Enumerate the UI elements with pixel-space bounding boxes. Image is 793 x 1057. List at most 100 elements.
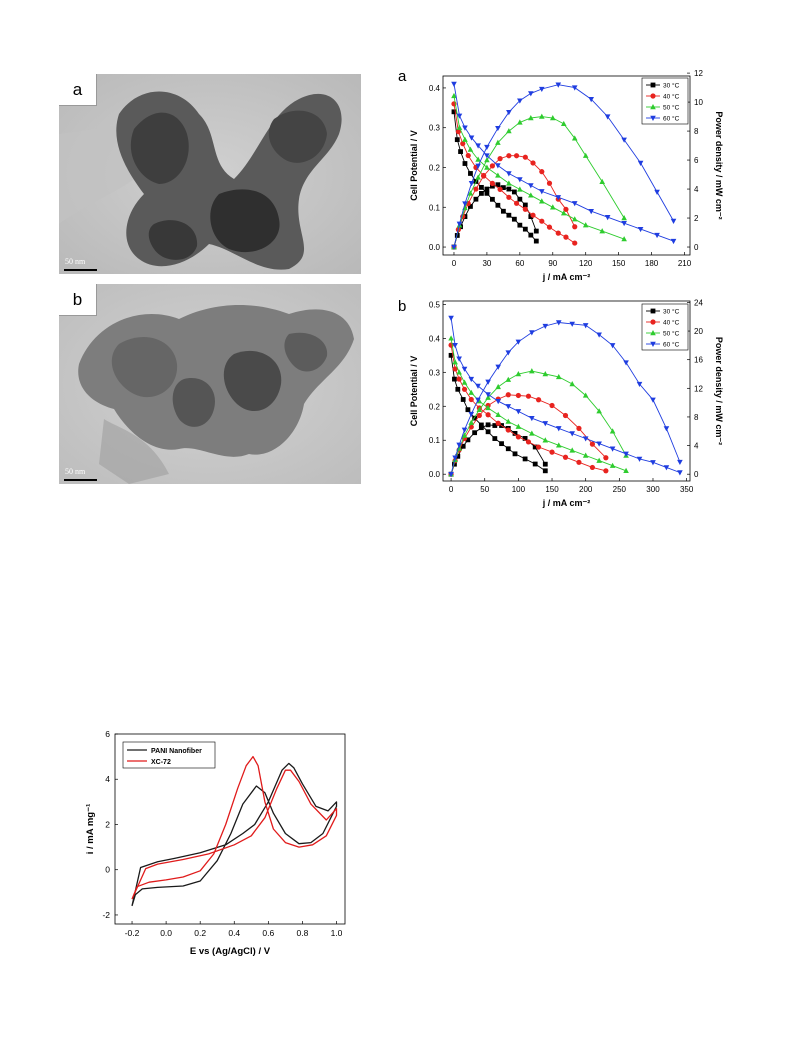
power-point	[539, 113, 545, 119]
x-tick-label: 1.0	[331, 928, 343, 938]
power-point	[511, 189, 517, 195]
potential-point	[637, 226, 644, 233]
legend-marker	[650, 341, 656, 347]
potential-point	[512, 451, 518, 457]
legend-box	[641, 77, 689, 125]
potential-point	[495, 420, 501, 426]
potential-point	[495, 172, 501, 178]
power-point	[460, 443, 466, 449]
x-tick-label: 0.2	[194, 928, 206, 938]
potential-point	[582, 436, 589, 442]
tem-micrograph-b	[59, 284, 361, 484]
power-point	[512, 431, 518, 436]
power-point	[495, 125, 501, 132]
power-point	[549, 115, 556, 121]
power-point	[663, 426, 670, 432]
potential-point	[448, 352, 454, 358]
y-tick-label: 0.1	[429, 203, 441, 212]
power-point	[517, 196, 523, 202]
x-tick-label: 120	[579, 259, 593, 268]
potential-point	[621, 236, 627, 242]
power-point	[515, 371, 522, 377]
cv-chart: -0.2 0.0 0.2 0.4 0.6 0.8 1.0 -2 0 2 4 6 E vs (Ag/AgC…	[80, 722, 360, 962]
potential-point	[495, 398, 501, 405]
potential-point	[596, 441, 602, 447]
potential-point	[515, 409, 522, 415]
power-point	[571, 135, 578, 141]
power-point	[588, 96, 594, 103]
cv-curve	[131, 755, 338, 900]
power-point	[609, 343, 616, 349]
power-point	[562, 412, 569, 419]
panel-label-b: b	[59, 284, 97, 316]
y2-axis-label: Power density / mW cm⁻²	[714, 111, 724, 219]
power-point	[609, 428, 616, 434]
potential-point	[522, 206, 528, 212]
potential-point	[517, 186, 523, 192]
y2-tick-label: 4	[694, 442, 699, 451]
potential-point	[475, 383, 481, 389]
potential-point	[505, 404, 512, 410]
power-point	[596, 332, 602, 338]
power-point	[525, 393, 532, 399]
x-tick-label: 150	[612, 259, 626, 268]
power-point	[475, 397, 481, 403]
potential-point	[468, 376, 475, 383]
potential-point	[555, 442, 562, 448]
potential-point	[560, 210, 567, 216]
potential-line	[453, 111, 537, 242]
potential-point	[677, 470, 683, 476]
plot-frame	[442, 75, 691, 256]
potential-point	[465, 407, 471, 413]
potential-point	[528, 183, 534, 189]
y2-tick-label: 4	[694, 185, 699, 194]
x-tick-label: 180	[645, 259, 659, 268]
potential-point	[451, 81, 457, 87]
power-line	[453, 116, 625, 248]
potential-point	[495, 163, 501, 169]
x-tick-label: 0.8	[296, 928, 308, 938]
potential-point	[511, 216, 517, 222]
power-point	[492, 423, 498, 428]
potential-point	[563, 234, 569, 240]
scale-bar-b	[64, 479, 97, 481]
potential-point	[525, 439, 532, 445]
potential-point	[452, 359, 458, 365]
potential-point	[479, 184, 484, 190]
potential-point	[609, 446, 616, 452]
power-line	[450, 322, 681, 475]
power-point	[670, 218, 677, 224]
potential-point	[522, 226, 528, 232]
power-point	[555, 373, 562, 380]
potential-point	[468, 135, 475, 141]
power-point	[528, 115, 534, 121]
x-tick-label: 0.0	[160, 928, 172, 938]
potential-point	[549, 204, 556, 210]
potential-point	[506, 180, 512, 186]
potential-point	[462, 125, 468, 131]
x-tick-label: 30	[482, 259, 491, 268]
power-point	[530, 160, 536, 166]
x-tick-label: 250	[613, 485, 627, 494]
power-point	[468, 419, 475, 425]
potential-point	[456, 369, 462, 375]
power-point	[604, 114, 611, 120]
legend-label: 30 °C	[663, 82, 680, 90]
y2-tick-label: 10	[694, 98, 703, 107]
polarization-chart-b-svg: 0 50 100 150 200 250 300 350 0.0 0.1 0.2 0.3 0.4 0.5 0…	[409, 298, 724, 508]
potential-point	[461, 366, 468, 372]
potential-point	[485, 392, 491, 398]
power-point	[451, 244, 457, 251]
potential-point	[623, 467, 629, 474]
potential-point	[456, 124, 463, 130]
power-point	[472, 430, 478, 436]
power-point	[500, 185, 506, 191]
power-point	[485, 422, 491, 428]
y-tick-label: 0.0	[429, 243, 441, 252]
potential-point	[542, 421, 549, 427]
y2-tick-label: 0	[694, 470, 699, 479]
y2-tick-label: 8	[694, 413, 699, 422]
potential-point	[495, 202, 501, 208]
power-point	[513, 153, 520, 159]
potential-point	[517, 177, 523, 183]
